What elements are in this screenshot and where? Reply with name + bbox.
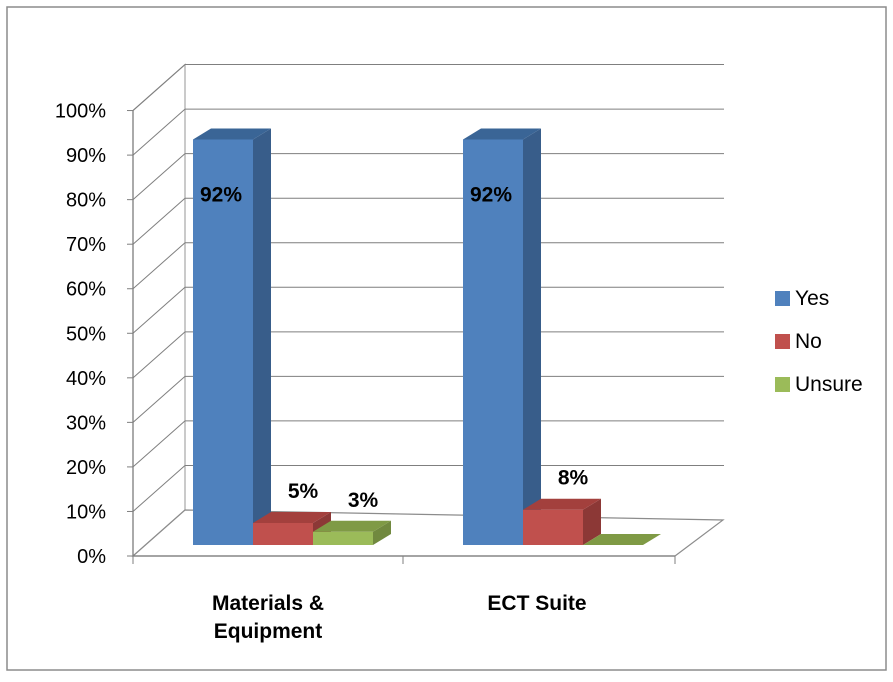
legend-label-no: No [795,330,822,353]
y-tick-label: 100% [55,101,106,123]
data-label: 8% [558,467,589,490]
bar-front [253,523,313,545]
y-tick-label: 20% [66,457,106,479]
data-label: 92% [200,183,242,206]
y-tick-label: 40% [66,368,106,390]
bar-front [313,532,373,545]
bar-no-1 [523,499,601,545]
legend-swatch-unsure [775,377,790,392]
legend-swatch-yes [775,291,790,306]
y-tick-label: 90% [66,145,106,167]
data-label: 5% [288,480,319,503]
legend-swatch-no [775,334,790,349]
category-label: ECT Suite [487,592,586,615]
bar-front [523,510,583,545]
bar-side [523,128,541,545]
y-tick-label: 60% [66,279,106,301]
y-tick-label: 50% [66,323,106,345]
y-tick-label: 80% [66,190,106,212]
bar-side [253,128,271,545]
legend-label-unsure: Unsure [795,373,863,396]
y-tick-label: 70% [66,234,106,256]
data-label: 92% [470,183,512,206]
y-tick-label: 30% [66,412,106,434]
y-tick-label: 0% [77,546,106,568]
legend-label-yes: Yes [795,287,829,310]
data-label: 3% [348,489,379,512]
y-tick-label: 10% [66,501,106,523]
